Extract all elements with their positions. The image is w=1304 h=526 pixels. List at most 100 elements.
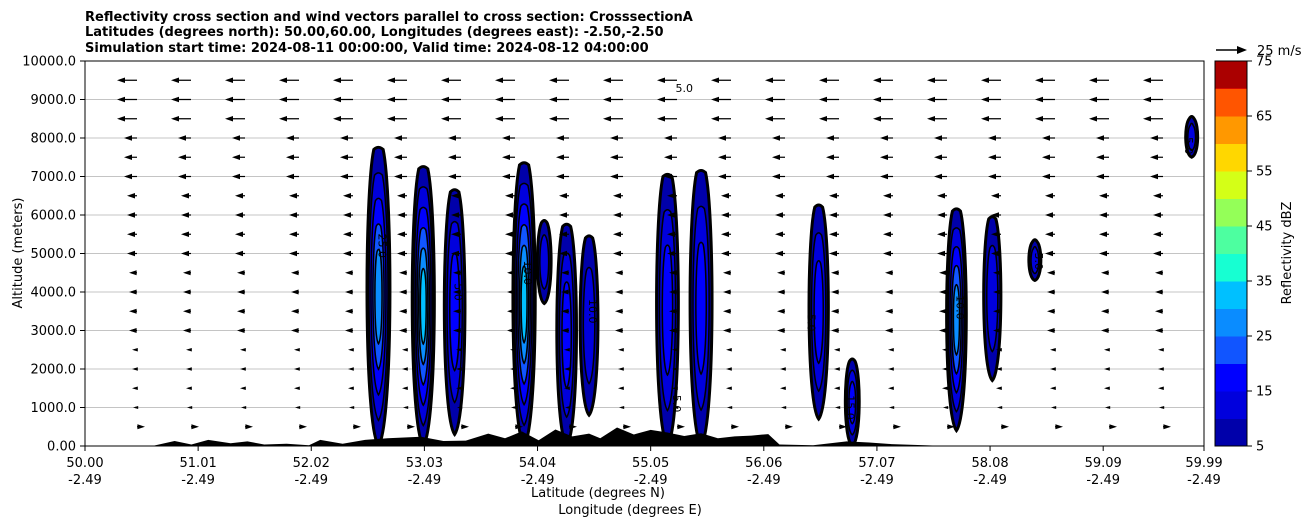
wind-vector-head (399, 289, 407, 295)
wind-vector-head (981, 96, 989, 103)
wind-vector-head (181, 231, 189, 237)
wind-vector-head (1089, 77, 1097, 83)
wind-vector-head (124, 173, 132, 180)
wind-vector-head (183, 270, 191, 276)
wind-vector-head (1045, 250, 1053, 257)
x-tick-label-lon: -2.49 (634, 473, 668, 488)
wind-vector-head (510, 367, 516, 371)
wind-vector-head (403, 406, 409, 409)
x-tick-label-lon: -2.49 (973, 473, 1007, 488)
reflectivity-contour (1030, 245, 1040, 275)
reflectivity-contour (539, 234, 550, 291)
wind-vector-head (232, 135, 240, 141)
wind-vector-head (723, 308, 731, 314)
wind-vector-head (279, 116, 287, 122)
wind-vector-head (888, 386, 894, 390)
colorbar-segment (1215, 116, 1247, 144)
wind-vector-head (124, 135, 132, 141)
wind-vector-head (1001, 424, 1009, 430)
wind-vector-head (623, 424, 631, 430)
wind-vector-head (765, 96, 773, 103)
wind-vector-head (669, 327, 677, 334)
reflectivity-contour (374, 248, 383, 346)
wind-vector-head (993, 289, 1001, 295)
wind-vector-head (510, 386, 516, 390)
wind-vector-head (129, 327, 137, 334)
x-tick-label-lat: 59.09 (1085, 456, 1122, 471)
wind-vector-head (664, 154, 672, 160)
colorbar-tick-label: 45 (1256, 220, 1273, 235)
wind-vector-head (559, 250, 567, 257)
wind-vector-head (826, 173, 834, 180)
wind-vector-head (997, 406, 1003, 409)
reflectivity-cell (688, 168, 714, 446)
wind-vector-head (225, 116, 233, 122)
wind-vector-head (1159, 406, 1165, 409)
wind-vector-head (333, 77, 341, 83)
wind-vector-head (991, 250, 999, 257)
wind-vector-head (343, 212, 351, 218)
wind-vector-head (132, 367, 138, 371)
wind-vector-head (777, 289, 785, 295)
wind-vector-head (291, 270, 299, 276)
colorbar-segment (1215, 88, 1247, 117)
wind-vector-head (1089, 116, 1097, 122)
wind-vector-head (780, 348, 786, 352)
wind-vector-head (237, 289, 245, 295)
wind-vector-head (289, 212, 297, 218)
y-tick-label: 3000.0 (31, 324, 77, 339)
wind-vectors (117, 77, 1171, 430)
wind-vector-head (731, 424, 739, 430)
colorbar-tick-label: 55 (1256, 165, 1273, 180)
wind-vector-head (183, 308, 191, 314)
wind-vector-head (1099, 250, 1107, 257)
wind-vector-head (507, 270, 515, 276)
wind-vector-head (1150, 154, 1158, 160)
wind-vector-head (505, 250, 513, 257)
contour-labels: 5.0 25.0 5.0 10.0 10.0 5.0 5.0 15.0 10.0 5.0 5.0 (375, 82, 1194, 420)
wind-vector-head (991, 212, 999, 218)
wind-vector-head (873, 77, 881, 83)
wind-vector-head (549, 116, 557, 122)
wind-vector-head (996, 386, 1002, 390)
vector-key-label: 25 m/s (1257, 44, 1302, 59)
wind-vector-head (187, 406, 193, 409)
wind-vector-head (669, 308, 677, 314)
wind-vector-head (333, 96, 341, 103)
wind-vector-head (893, 424, 901, 430)
wind-vector-head (132, 386, 138, 390)
wind-vector-head (785, 424, 793, 430)
wind-vector-head (397, 193, 405, 199)
wind-vector-head (291, 327, 299, 334)
wind-vector-head (507, 289, 515, 295)
colorbar-segment (1215, 363, 1247, 392)
wind-vector-head (991, 193, 999, 199)
wind-vector-head (615, 327, 623, 334)
wind-vector-head (777, 327, 785, 334)
wind-vector-head (615, 270, 623, 276)
wind-vector-head (505, 212, 513, 218)
wind-vector-head (181, 193, 189, 199)
wind-vector-head (610, 135, 618, 141)
colorbar-segment (1215, 336, 1247, 364)
wind-vector-head (402, 348, 408, 352)
wind-vector-head (289, 231, 297, 237)
wind-vector-head (245, 424, 253, 430)
x-tick-label-lon: -2.49 (68, 473, 102, 488)
wind-vector-head (565, 406, 571, 409)
x-axis-label-lat: Latitude (degrees N) (531, 486, 665, 501)
wind-vector-head (394, 173, 402, 180)
wind-vector-head (394, 154, 402, 160)
wind-vector-head (937, 250, 945, 257)
wind-vector-head (618, 367, 624, 371)
wind-vector-head (241, 406, 247, 409)
y-tick-label: 2000.0 (31, 363, 77, 378)
wind-vector-head (133, 406, 139, 409)
reflectivity-cell (511, 161, 537, 446)
wind-vector-head (340, 154, 348, 160)
wind-vector-head (225, 77, 233, 83)
x-axis-label-lon: Longitude (degrees E) (558, 503, 702, 518)
wind-vector-head (1096, 154, 1104, 160)
colorbar-segment (1215, 143, 1247, 172)
y-tick-label: 0.00 (47, 440, 76, 455)
